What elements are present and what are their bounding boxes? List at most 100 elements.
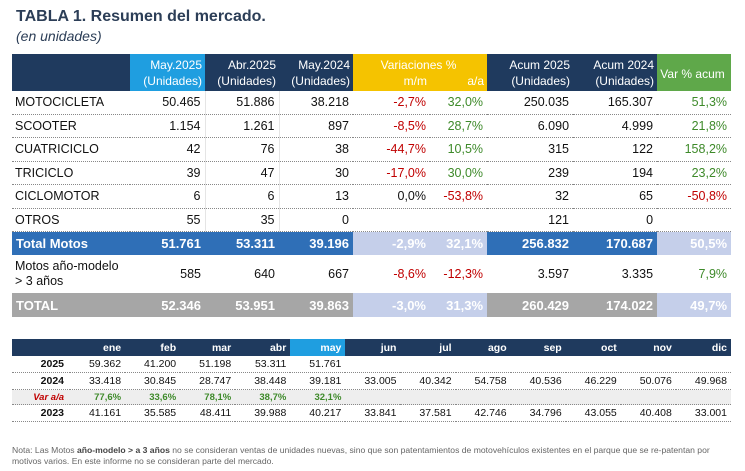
month-cell: 49.968 [675,372,731,390]
cell-abr2025: 35 [204,208,279,232]
header-blank-2 [12,73,130,91]
table-row: MOTOCICLETA 50.465 51.886 38.218 -2,7% 3… [12,91,732,115]
month-cell [510,356,566,373]
month-cell: 51.761 [290,356,346,373]
month-header: jun [345,339,401,356]
row-label: Total Motos [12,231,130,255]
month-cell: 77,6% [70,389,126,405]
footnote-bold: año-modelo > a 3 años [76,445,170,455]
month-cell: 51.198 [180,356,236,373]
cell-aa: 10,5% [430,137,488,162]
year-label: 2023 [12,404,70,422]
month-cell: 35.585 [125,404,181,422]
month-cell: 46.229 [565,372,621,390]
header-var-acum: Var % acum [657,54,732,91]
cell-acum2025: 3.597 [537,267,570,281]
table-row: CICLOMOTOR 6 6 13 0,0% -53,8% 32 65 -50,… [12,184,732,209]
cell-aa: 31,3% [430,293,488,317]
cell-may2025: 55 [130,208,205,232]
month-cell: 40.408 [620,404,676,422]
month-cell: 33.841 [345,404,401,422]
month-header: abr [235,339,291,356]
cell-abr2025: 53.311 [205,231,279,255]
cell-acum2025: 315 [487,137,574,162]
header-unidades: (Unidades) [205,73,279,91]
header-unidades: (Unidades) [130,73,205,91]
header-blank [12,54,130,73]
row-label: TOTAL [12,293,130,317]
row-label: OTROS [12,208,130,232]
monthly-var-row: Var a/a 77,6% 33,6% 78,1% 38,7% 32,1% [12,389,731,405]
table-title: TABLA 1. Resumen del mercado. [16,8,266,25]
cell-mm: -17,0% [353,161,430,185]
cell-abr2025: 6 [204,184,279,209]
cell-may2024: 897 [278,114,353,138]
month-cell [455,356,511,373]
cell-may2024: 667 [328,267,349,281]
month-cell: 53.311 [235,356,291,373]
month-cell: 39.181 [290,372,346,390]
month-cell: 33,6% [125,389,181,405]
market-summary-table: May.2025 Abr.2025 May.2024 Variaciones %… [12,54,732,317]
cell-acum2024: 165.307 [573,91,658,115]
cell-acum2024: 194 [573,161,658,185]
monthly-row: 2025 59.362 41.200 51.198 53.311 51.761 [12,356,731,373]
header-acum2025: Acum 2025 [487,54,574,73]
year-label: 2024 [12,372,70,390]
cell-var-acum: 50,5% [657,231,732,255]
cell-may2025: 50.465 [130,91,205,115]
cell-may2025: 39 [130,161,205,185]
footnote: Nota: Las Motos año-modelo > a 3 años no… [12,445,732,467]
month-cell: 40.536 [510,372,566,390]
month-cell: 38,7% [235,389,291,405]
cell-acum2024: 174.022 [573,293,658,317]
cell-abr2025: 76 [204,137,279,162]
month-cell: 39.988 [235,404,291,422]
month-cell: 38.448 [235,372,291,390]
total-row: TOTAL 52.346 53.951 39.863 -3,0% 31,3% 2… [12,293,732,317]
month-cell: 42.746 [455,404,511,422]
year-label: 2025 [12,356,70,373]
cell-mm: -44,7% [353,137,430,162]
cell-var-acum: 21,8% [657,114,732,138]
cell-may2024: 38 [278,137,353,162]
cell-acum2024: 3.335 [621,267,654,281]
month-cell [565,356,621,373]
year-label: Var a/a [12,389,70,405]
month-cell: 40.342 [400,372,456,390]
cell-abr2025: 53.951 [205,293,279,317]
cell-acum2025: 239 [487,161,574,185]
month-cell: 32,1% [290,389,346,405]
table-row: CUATRICICLO 42 76 38 -44,7% 10,5% 315 12… [12,137,732,162]
cell-var-acum [657,208,732,232]
cell-aa: 28,7% [430,114,488,138]
month-cell: 54.758 [455,372,511,390]
month-header: ago [455,339,511,356]
month-cell: 59.362 [70,356,126,373]
month-cell [400,356,456,373]
cell-acum2025: 32 [487,184,574,209]
row-label: TRICICLO [12,161,130,185]
cell-aa: 32,0% [430,91,488,115]
cell-may2024: 38.218 [278,91,353,115]
cell-abr2025: 1.261 [204,114,279,138]
header-unidades: (Unidades) [573,73,658,91]
cell-acum2025: 256.832 [487,231,574,255]
month-cell: 43.055 [565,404,621,422]
month-cell: 41.200 [125,356,181,373]
header-mm: m/m [353,73,430,91]
month-header: dic [675,339,731,356]
month-cell: 30.845 [125,372,181,390]
row-label: Motos año-modelo > 3 años [15,259,119,288]
cell-aa [430,208,488,232]
total-motos-row: Total Motos 51.761 53.311 39.196 -2,9% 3… [12,231,732,255]
table-row: TRICICLO 39 47 30 -17,0% 30,0% 239 194 2… [12,161,732,185]
monthly-table: ene feb mar abr may jun jul ago sep oct … [12,339,731,422]
month-cell: 40.217 [290,404,346,422]
cell-mm: -3,0% [353,293,430,317]
cell-may2024: 30 [278,161,353,185]
month-header: nov [620,339,676,356]
cell-mm: -2,7% [353,91,430,115]
month-cell: 48.411 [180,404,236,422]
month-header: mar [180,339,236,356]
